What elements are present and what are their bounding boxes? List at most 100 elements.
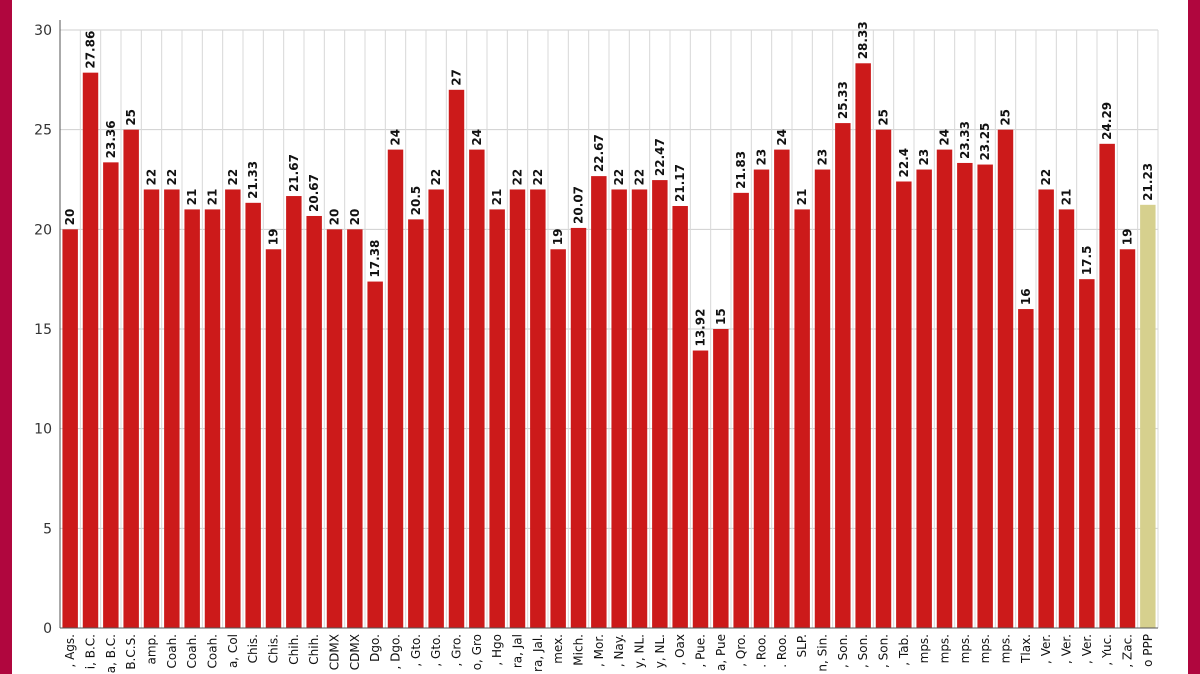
bar: [530, 189, 546, 628]
x-tick-label: , Ags.: [63, 634, 77, 668]
bar: [469, 149, 485, 628]
bar: [794, 209, 810, 628]
value-label: 24: [389, 129, 403, 146]
value-label: 21.33: [246, 161, 260, 199]
bar: [82, 72, 99, 628]
x-tick-label: Coah.: [206, 634, 220, 669]
bar: [1018, 309, 1034, 628]
left-border: [0, 0, 12, 674]
value-label: 22: [429, 169, 443, 186]
value-label: 24: [938, 129, 952, 146]
bar: [896, 181, 912, 628]
bar: [733, 192, 749, 628]
y-tick-label: 0: [43, 621, 52, 637]
value-label: 21.83: [734, 151, 748, 189]
bar: [672, 206, 688, 628]
bar: [509, 189, 526, 628]
value-label: 16: [1019, 288, 1033, 305]
value-label: 24: [470, 129, 484, 146]
bar: [692, 350, 709, 628]
x-tick-label: , Mor.: [592, 634, 606, 667]
bar: [245, 202, 261, 628]
value-label: 21.67: [287, 154, 301, 192]
x-tick-label: CDMX: [328, 634, 342, 670]
bar: [1079, 279, 1095, 628]
bar: [1038, 189, 1054, 628]
bar: [916, 169, 932, 629]
x-tick-label: , Pue.: [694, 634, 708, 667]
bar: [631, 189, 648, 628]
value-label: 22: [165, 169, 179, 186]
x-tick-label: . Roo.: [755, 634, 769, 668]
bar: [611, 189, 627, 628]
bar: [265, 249, 282, 628]
bar: [713, 329, 729, 628]
value-label: 22.67: [592, 134, 606, 172]
x-tick-label: SLP.: [795, 634, 809, 657]
value-label: 25.33: [836, 81, 850, 119]
x-tick-label: o PPP: [1141, 634, 1155, 667]
x-tick-label: CDMX: [348, 634, 362, 670]
bar: [814, 169, 831, 629]
bar: [225, 189, 241, 628]
value-label: 22: [1039, 169, 1053, 186]
bar: [62, 229, 78, 629]
bar: [143, 189, 160, 628]
value-label: 27: [450, 69, 464, 86]
x-tick-label: Mich.: [572, 634, 586, 666]
x-tick-label: a, Pue: [714, 634, 728, 671]
x-tick-label: B.C.S.: [124, 634, 138, 670]
bar: [1058, 209, 1075, 628]
bar: [408, 219, 424, 628]
value-label: 21: [1060, 189, 1074, 206]
x-tick-label: , Gto.: [409, 634, 423, 667]
bar: [428, 189, 444, 628]
value-label: 17.38: [368, 240, 382, 278]
x-tick-label: a, B.C.: [104, 634, 118, 673]
value-label: 22: [531, 169, 545, 186]
bar: [875, 129, 892, 628]
bar: [367, 281, 383, 628]
x-tick-label: , Son.: [856, 634, 870, 668]
x-tick-label: , Gro.: [450, 634, 464, 667]
x-tick-label: mps.: [938, 634, 952, 663]
x-tick-label: Coah.: [165, 634, 179, 669]
value-label: 20.07: [572, 186, 586, 224]
right-border: [1188, 0, 1200, 674]
x-tick-label: mps.: [917, 634, 931, 663]
bar: [936, 149, 953, 628]
bar: [286, 196, 302, 628]
value-label: 21.23: [1141, 163, 1155, 201]
bar: [550, 249, 566, 628]
value-label: 19: [1121, 229, 1135, 246]
value-label: 20: [328, 209, 342, 226]
x-tick-label: y, NL.: [633, 634, 647, 668]
bar: [347, 229, 363, 629]
value-label: 21: [490, 189, 504, 206]
x-tick-label: , Ver.: [1080, 634, 1094, 664]
bar: [977, 164, 993, 629]
bar: [204, 209, 221, 628]
x-tick-label: Chis.: [267, 634, 281, 663]
x-tick-label: a, Col: [226, 634, 240, 668]
x-tick-label: , Zac.: [1121, 634, 1135, 668]
value-label: 22.47: [653, 138, 667, 176]
value-label: 20: [63, 209, 77, 226]
bar: [326, 229, 343, 629]
y-tick-label: 5: [43, 521, 52, 537]
bar: [387, 149, 404, 628]
value-label: 24.29: [1100, 102, 1114, 140]
x-tick-label: mps.: [958, 634, 972, 663]
value-label: 13.92: [694, 309, 708, 347]
value-label: 27.86: [84, 31, 98, 69]
x-tick-label: Chis.: [246, 634, 260, 663]
x-tick-label: ra, Jal: [511, 634, 525, 668]
bar: [855, 63, 871, 628]
x-tick-label: ra, Jal.: [531, 634, 545, 672]
value-label: 22: [226, 169, 240, 186]
x-tick-label: . Roo.: [775, 634, 789, 668]
value-label: 25: [877, 109, 891, 126]
value-label: 22.4: [897, 148, 911, 178]
